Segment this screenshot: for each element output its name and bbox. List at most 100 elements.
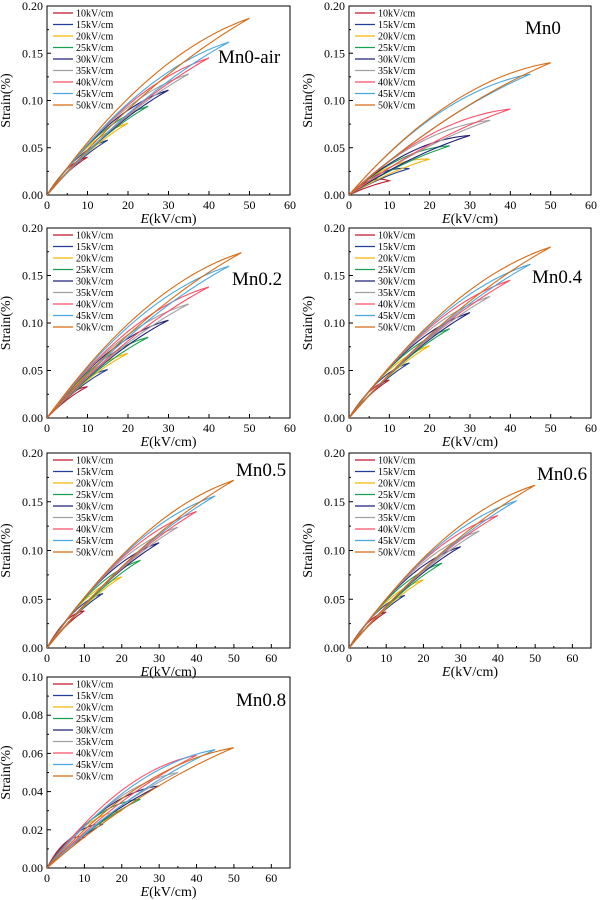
legend-label: 30kV/cm [76,726,113,737]
series-line [47,105,149,195]
panel-label: Mn0-air [218,47,281,68]
chart-panel: 0.00 0.02 0.04 0.06 0.08 0.10 0 10 20 30 40 50 60 E(k… [0,670,291,900]
chart-panel: 0.00 0.05 0.10 0.15 0.20 0 10 20 30 40 50 60 E(kV/cm… [301,221,597,450]
x-tick-label: 20 [116,651,128,665]
series-line [47,495,216,648]
y-tick-label: 0.06 [22,746,43,760]
y-tick-label: 0.00 [324,411,345,425]
legend-label: 45kV/cm [378,311,415,322]
legend-label: 15kV/cm [378,20,415,31]
panel-label: Mn0.6 [537,464,587,485]
series-line [349,562,443,648]
x-tick-label: 20 [122,198,134,212]
series-line [47,798,141,868]
legend-label: 40kV/cm [378,300,415,311]
legend-label: 20kV/cm [76,479,113,490]
legend-label: 45kV/cm [378,89,415,100]
series-line [349,345,430,418]
x-tick-label: 30 [153,651,165,665]
x-tick-label: 30 [163,421,175,435]
y-tick-label: 0.20 [22,0,43,13]
x-tick-label: 50 [529,651,541,665]
legend-label: 10kV/cm [76,680,113,691]
x-axis-label-unit: (kV/cm) [451,435,499,450]
legend-label: 30kV/cm [76,277,113,288]
series-line [349,611,387,648]
legend-label: 10kV/cm [76,9,113,20]
chart-panel: 0.00 0.05 0.10 0.15 0.20 0 10 20 30 40 50 60 E(kV/cm… [301,0,597,227]
x-axis-label-symbol: E [441,212,451,227]
x-axis-label-symbol: E [140,885,150,900]
y-tick-label: 0.05 [22,364,43,378]
x-axis-label-symbol: E [441,665,451,680]
x-axis-label: E(kV/cm) [140,435,197,450]
series-line [349,295,491,418]
y-tick-label: 0.00 [22,411,43,425]
chart-panel: 0.00 0.05 0.10 0.15 0.20 0 10 20 30 40 50 60 E(kV/cm… [0,221,296,450]
y-tick-label: 0.00 [22,641,43,655]
y-tick-label: 0.15 [324,269,345,283]
legend-label: 50kV/cm [378,548,415,559]
curves [47,747,235,868]
legend-label: 40kV/cm [378,525,415,536]
legend-label: 35kV/cm [76,288,113,299]
x-tick-label: 10 [383,421,395,435]
y-tick-label: 0.15 [22,269,43,283]
curves [47,17,250,195]
y-tick-label: 0.02 [22,823,43,837]
x-axis-label: E(kV/cm) [441,212,498,227]
legend-label: 40kV/cm [76,749,113,760]
y-tick-label: 0.05 [324,141,345,155]
legend-label: 35kV/cm [378,513,415,524]
x-axis-label-unit: (kV/cm) [149,665,197,680]
legend-label: 30kV/cm [378,55,415,66]
legend-label: 20kV/cm [378,32,415,43]
legend-label: 30kV/cm [378,502,415,513]
x-axis-label-unit: (kV/cm) [149,212,197,227]
y-tick-label: 0.10 [22,316,43,330]
series-line [349,328,451,418]
curves [47,479,235,648]
x-tick-label: 30 [464,198,476,212]
x-tick-label: 40 [203,421,215,435]
y-tick-label: 0.05 [324,364,345,378]
y-tick-label: 0.15 [22,495,43,509]
curves [349,62,551,195]
x-axis-label: E(kV/cm) [140,665,197,680]
panel-label: Mn0.2 [232,269,282,290]
x-tick-label: 30 [163,198,175,212]
y-tick-label: 0.00 [324,188,345,202]
legend-label: 40kV/cm [76,300,113,311]
x-tick-label: 60 [265,871,277,885]
y-tick-label: 0.00 [22,188,43,202]
x-tick-label: 40 [203,198,215,212]
x-tick-label: 50 [244,421,256,435]
curves [47,252,242,418]
y-axis-label: Strain(%) [0,73,14,128]
curves [349,246,551,418]
chart-panel: 0.00 0.05 0.10 0.15 0.20 0 10 20 30 40 50 60 E(kV/cm… [301,446,592,680]
x-tick-label: 50 [244,198,256,212]
y-axis-label: Strain(%) [0,745,14,800]
series-line [349,62,551,195]
series-line [47,559,141,648]
x-tick-label: 60 [566,651,578,665]
x-tick-label: 0 [44,421,50,435]
legend-label: 20kV/cm [378,479,415,490]
legend-label: 50kV/cm [76,772,113,783]
y-tick-label: 0.20 [324,446,345,460]
series-line [47,122,129,195]
series-line [47,352,129,418]
legend-label: 35kV/cm [378,288,415,299]
x-tick-label: 40 [504,421,516,435]
x-tick-label: 0 [346,198,352,212]
legend-label: 30kV/cm [76,55,113,66]
legend-label: 50kV/cm [76,101,113,112]
x-axis-label-symbol: E [140,435,150,450]
series-line [47,41,230,195]
legend-label: 35kV/cm [378,66,415,77]
x-tick-label: 50 [545,421,557,435]
legend-label: 10kV/cm [76,231,113,242]
x-axis-label-unit: (kV/cm) [149,435,197,450]
